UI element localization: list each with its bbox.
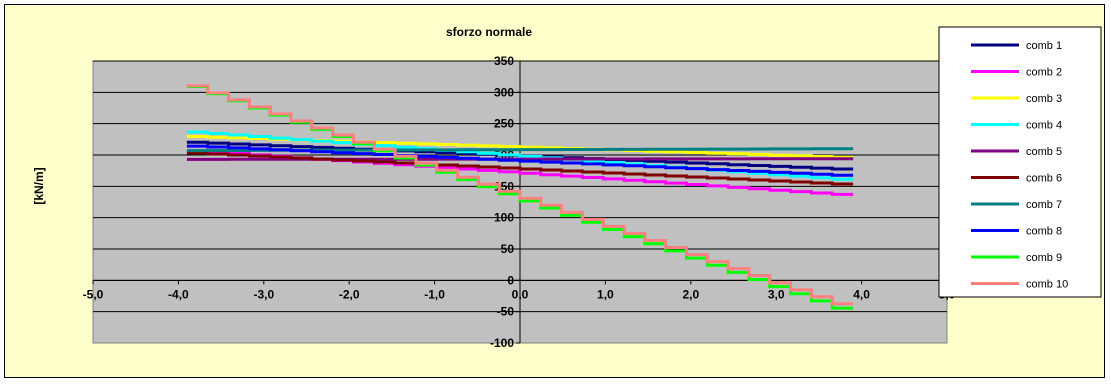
x-tick-label: 1,0	[597, 287, 614, 301]
legend: comb 1 comb 2 comb 3 comb 4 comb 5 comb 6 comb…	[971, 40, 1068, 291]
x-tick-label: 2,0	[682, 287, 699, 301]
legend-label: comb 4	[1026, 120, 1062, 132]
legend-label: comb 1	[1026, 40, 1062, 52]
legend-label: comb 3	[1026, 93, 1062, 105]
y-tick-label: 50	[501, 242, 515, 256]
legend-box	[938, 26, 1102, 298]
x-tick-label: -5,0	[83, 287, 104, 301]
legend-label: comb 9	[1026, 252, 1062, 264]
series-layer	[186, 84, 854, 310]
y-tick-label: 350	[494, 54, 514, 68]
y-tick-label: 300	[494, 85, 514, 99]
y-tick-label: 100	[494, 211, 514, 225]
x-tick-label: 0,0	[512, 287, 529, 301]
legend-label: comb 5	[1026, 146, 1062, 158]
y-tick-label: 0	[507, 273, 514, 287]
x-tick-label: 4,0	[853, 287, 870, 301]
chart-area: sforzo normale -100 -50 0 50 100 150 200 250 300…	[4, 4, 1105, 378]
y-tick-label: -100	[490, 336, 514, 350]
legend-label: comb 6	[1026, 173, 1062, 185]
series-line-10	[186, 84, 854, 306]
x-tick-label: 3,0	[768, 287, 785, 301]
legend-label: comb 8	[1026, 226, 1062, 238]
y-axis-label: [kN/m]	[32, 167, 46, 204]
legend-label: comb 2	[1026, 67, 1062, 79]
x-tick-label: -1,0	[424, 287, 445, 301]
legend-label: comb 7	[1026, 199, 1062, 211]
x-tick-label: -4,0	[168, 287, 189, 301]
x-tick-label: -2,0	[339, 287, 360, 301]
y-tick-label: 250	[494, 117, 514, 131]
y-tick-label: -50	[497, 305, 515, 319]
x-tick-label: -3,0	[253, 287, 274, 301]
series-line-6	[186, 151, 854, 186]
chart-svg: sforzo normale -100-50050100150200250300…	[32, 25, 1102, 350]
legend-label: comb 10	[1026, 279, 1068, 291]
chart-title: sforzo normale	[446, 25, 532, 39]
series-line-8	[186, 144, 854, 177]
